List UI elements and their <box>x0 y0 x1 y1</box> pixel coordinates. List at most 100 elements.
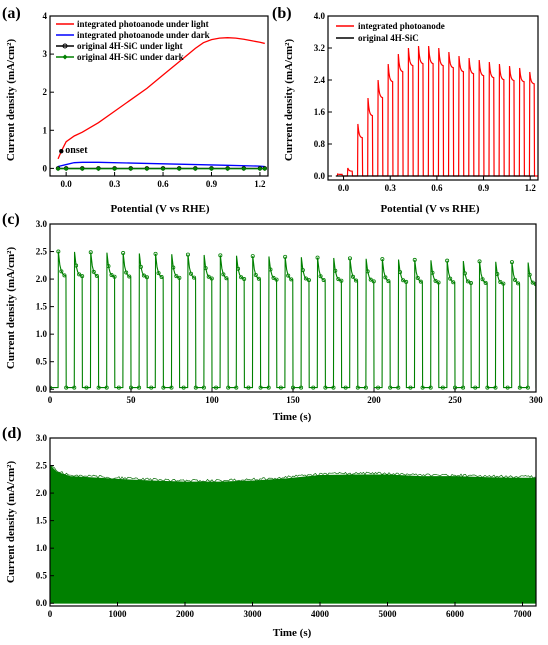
panel-d-xtick-label: 0 <box>48 609 53 619</box>
panel-c-xtick-label: 200 <box>367 395 381 405</box>
panel-d-xlabel: Time (s) <box>273 627 312 639</box>
panel-c-series-point <box>404 279 409 284</box>
panel-a-xtick-label: 0.0 <box>61 179 73 189</box>
panel-c-series-point <box>88 250 93 255</box>
panel-c-series-point <box>433 278 438 283</box>
panel-b-label: (b) <box>272 5 292 22</box>
panel-c-xtick-label: 50 <box>127 395 137 405</box>
panel-a: (a) Potential (V vs RHE) Current density… <box>2 5 269 215</box>
panel-c-xtick-label: 300 <box>529 395 543 405</box>
panel-d-plot-area <box>50 464 536 604</box>
panel-c-series-point <box>188 271 193 276</box>
panel-c-series-point <box>181 385 186 390</box>
panel-d-ytick-label: 3.0 <box>36 433 48 443</box>
panel-a-legend-entry: original 4H-SiC under light <box>77 41 183 51</box>
panel-c-series-point <box>445 258 450 263</box>
panel-a-series-3-point <box>225 166 231 172</box>
panel-c-series-point <box>495 272 500 277</box>
panel-c-series-point <box>538 386 541 389</box>
panel-c-series-point <box>388 385 393 390</box>
panel-c-series-point <box>239 275 244 280</box>
panel-c-series-point <box>185 252 190 257</box>
panel-c-series-point <box>440 385 445 390</box>
panel-d-ytick-label: 0.5 <box>36 571 48 581</box>
panel-b-frame <box>327 15 539 181</box>
panel-b-legend-entry: integrated photoanode <box>358 21 445 31</box>
panel-c-xtick-label: 100 <box>205 395 219 405</box>
panel-a-series-3-point <box>55 166 61 172</box>
panel-c-series-point <box>253 272 258 277</box>
panel-c-series-point <box>333 268 338 273</box>
panel-c-series-point <box>516 281 521 286</box>
panel-c-series-point <box>303 276 308 281</box>
panel-c-series-point <box>396 385 401 390</box>
panel-c-series-point <box>418 279 423 284</box>
panel-d-xtick-label: 5000 <box>379 609 398 619</box>
panel-c-plot-area <box>50 249 541 390</box>
panel-b-xtick-label: 0.0 <box>338 183 350 193</box>
panel-a-xtick-label: 0.6 <box>157 179 169 189</box>
panel-c-series-point <box>517 385 522 390</box>
panel-c-series-point <box>408 385 413 390</box>
panel-c-series-point <box>451 280 456 285</box>
panel-a-onset-marker <box>59 149 64 154</box>
panel-c-series-point <box>91 269 96 274</box>
panel-c-series-point <box>350 274 355 279</box>
panel-b-xlabel: Potential (V vs RHE) <box>380 203 479 215</box>
panel-d-ytick-label: 2.0 <box>36 488 48 498</box>
panel-c-ytick-label: 2.5 <box>36 247 48 257</box>
panel-c-series-point <box>234 385 239 390</box>
panel-c-series-point <box>218 253 223 258</box>
panel-c-series-point <box>127 274 132 279</box>
panel-c-series-point <box>177 275 182 280</box>
panel-a-legend-marker <box>62 54 68 60</box>
panel-a-series-3-point <box>176 166 182 172</box>
panel-b-xtick-label: 1.2 <box>525 183 537 193</box>
panel-a-series-3-point <box>63 166 69 172</box>
panel-c-series-point <box>121 251 126 256</box>
panel-c-series-point <box>380 257 385 262</box>
panel-c-series-point <box>525 385 530 390</box>
panel-c-series-point <box>398 270 403 275</box>
panel-c-series-line <box>50 251 536 389</box>
panel-c-series-point <box>221 272 226 277</box>
panel-c-series-point <box>336 277 341 282</box>
panel-a-legend-entry: original 4H-SiC under dark <box>77 52 184 62</box>
panel-a-onset-label: onset <box>65 145 88 156</box>
panel-c-series-point <box>141 273 146 278</box>
panel-d-xtick-label: 2000 <box>176 609 195 619</box>
panel-c-series-point <box>144 275 149 280</box>
panel-c-series-point <box>530 280 535 285</box>
panel-c-series-point <box>420 385 425 390</box>
panel-b-ytick-label: 4.0 <box>314 11 326 21</box>
panel-c-series-point <box>527 272 532 277</box>
panel-a-series-3-point <box>262 166 268 172</box>
panel-c-series-point <box>209 276 214 281</box>
panel-b-legend-entry: original 4H-SiC <box>358 33 419 43</box>
panel-c-series-point <box>116 385 121 390</box>
panel-a-series-3-point <box>241 166 247 172</box>
panel-d-ytick-label: 0.0 <box>36 598 48 608</box>
panel-b-xtick-label: 0.9 <box>478 183 490 193</box>
panel-c-series-point <box>509 260 514 265</box>
panel-c-ytick-label: 0.0 <box>36 384 48 394</box>
panel-c-series-point <box>315 255 320 260</box>
panel-c-series-point <box>321 277 326 282</box>
panel-c-series-point <box>62 273 67 278</box>
panel-b-xtick-label: 0.6 <box>431 183 443 193</box>
panel-c-series-point <box>84 385 89 390</box>
panel-c-series-point <box>465 279 470 284</box>
panel-c-series-point <box>192 275 197 280</box>
panel-a-frame <box>49 15 269 177</box>
panel-d-ylabel: Current density (mA/cm²) <box>5 461 17 584</box>
panel-c-series-point <box>299 385 304 390</box>
panel-d-label: (d) <box>2 425 22 442</box>
panel-c-series-point <box>311 385 316 390</box>
panel-c-series-point <box>250 254 255 259</box>
panel-c-series-point <box>371 279 376 284</box>
panel-a-ytick-label: 0 <box>43 163 48 173</box>
panel-c-series-point <box>339 278 344 283</box>
panel-b: (b) Potential (V vs RHE) Current density… <box>272 5 539 215</box>
panel-a-legend-marker <box>62 43 68 49</box>
panel-c-series-point <box>153 251 158 256</box>
